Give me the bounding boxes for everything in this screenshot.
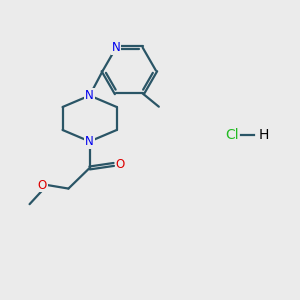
Text: O: O [37, 178, 46, 191]
Text: O: O [116, 158, 125, 171]
Text: N: N [85, 89, 94, 102]
Text: N: N [85, 135, 94, 148]
Text: H: H [258, 128, 268, 142]
Text: N: N [112, 41, 121, 54]
Text: Cl: Cl [226, 128, 239, 142]
